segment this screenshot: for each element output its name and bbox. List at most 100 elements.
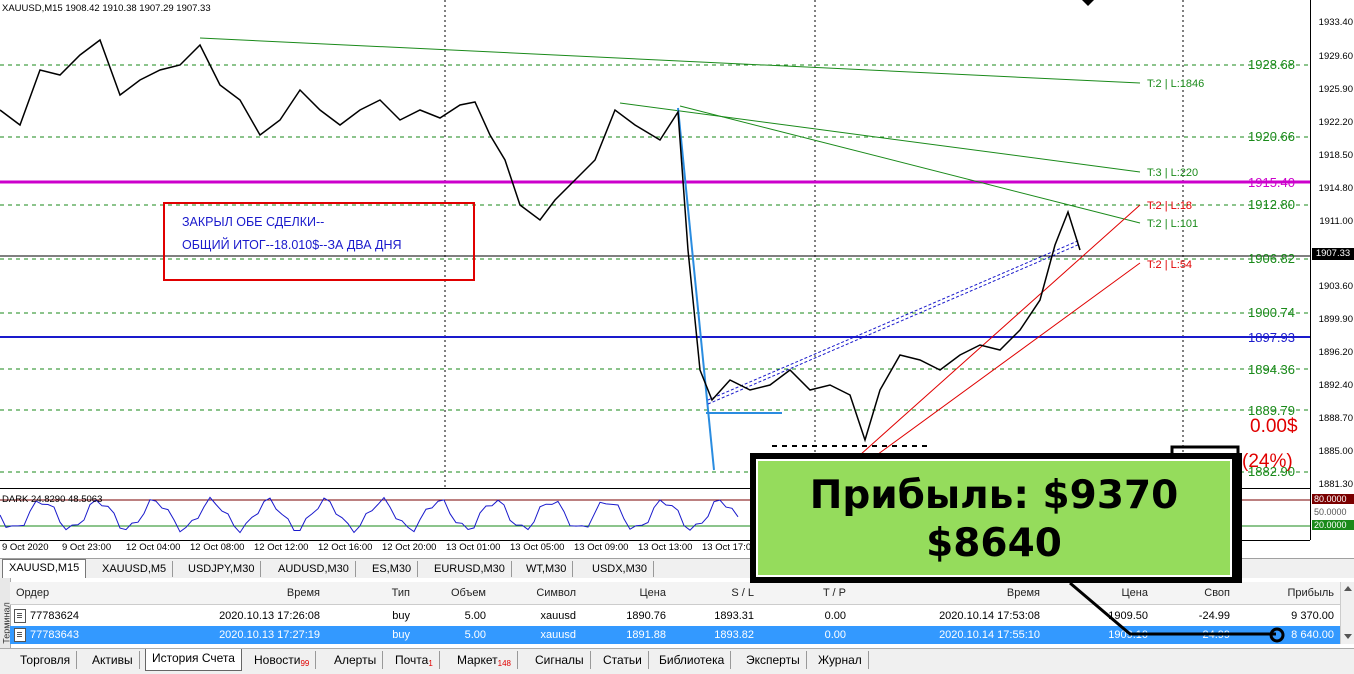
chart-tab[interactable]: ES,M30: [366, 561, 419, 577]
order-id: 77783624: [30, 610, 79, 622]
chart-tab[interactable]: WT,M30: [520, 561, 574, 577]
level-label: 1889.79: [1248, 403, 1295, 418]
trendline: [679, 105, 1141, 224]
history-table-header: Ордер Время Тип Объем Символ Цена S / L …: [10, 582, 1340, 605]
chart-tab[interactable]: USDX,M30: [586, 561, 655, 577]
scroll-down-icon[interactable]: [1344, 634, 1352, 639]
col-header[interactable]: Цена: [1121, 587, 1148, 599]
terminal-sidebar[interactable]: Терминал: [0, 578, 12, 648]
profit-overlay-line-1: Прибыль: $9370: [809, 473, 1179, 518]
trendline-label: T:2 | L:101: [1147, 218, 1199, 230]
volume: 5.00: [464, 610, 486, 622]
trendline-label: T:2 | L:54: [1147, 259, 1193, 271]
chart-tab[interactable]: USDJPY,M30: [182, 561, 262, 577]
col-header[interactable]: Своп: [1204, 587, 1230, 599]
col-header[interactable]: Символ: [536, 587, 576, 599]
terminal-tab[interactable]: Маркет148: [451, 651, 518, 669]
pnl-percent: (24%): [1242, 451, 1293, 472]
stop-loss: 1893.82: [714, 629, 754, 641]
oscillator-label: DARK 24.8290 48.5063: [2, 494, 103, 505]
terminal-tab-active[interactable]: История Счета: [145, 649, 242, 671]
time-tick: 12 Oct 08:00: [190, 542, 245, 553]
price-tick: 1896.20: [1318, 347, 1353, 358]
price-tick: 1888.70: [1318, 413, 1353, 424]
price-tick: 1881.30: [1318, 479, 1353, 490]
price-tick: 1911.00: [1319, 216, 1353, 227]
chart-options-icon[interactable]: [1082, 0, 1094, 6]
price-tick: 1925.90: [1318, 84, 1353, 95]
col-header[interactable]: S / L: [731, 587, 754, 599]
trendline-label: T:2 | L:1846: [1147, 78, 1205, 90]
time-tick: 12 Oct 04:00: [126, 542, 181, 553]
price-tick: 1899.90: [1318, 314, 1353, 325]
time-tick: 9 Oct 2020: [2, 542, 49, 553]
chart-tab[interactable]: XAUUSD,M15: [2, 559, 87, 579]
order-cell: 77783643: [14, 626, 79, 644]
terminal-tab[interactable]: Статьи: [597, 651, 649, 669]
price-tick: 1929.60: [1318, 51, 1353, 62]
col-header[interactable]: T / P: [822, 587, 846, 599]
level-label: 1900.74: [1248, 305, 1295, 320]
table-row-selected[interactable]: 77783643 2020.10.13 17:27:19 buy 5.00 xa…: [10, 626, 1340, 644]
col-header[interactable]: Время: [286, 587, 320, 599]
col-header[interactable]: Объем: [450, 587, 486, 599]
col-header[interactable]: Прибыль: [1287, 587, 1334, 599]
chart-canvas[interactable]: [0, 0, 1310, 488]
terminal-tab[interactable]: Сигналы: [529, 651, 591, 669]
terminal-tab[interactable]: Новости99: [248, 651, 317, 669]
time-tick: 13 Oct 09:00: [574, 542, 629, 553]
osc-tick-50: 50.0000: [1312, 507, 1354, 517]
table-row[interactable]: 77783624 2020.10.13 17:26:08 buy 5.00 xa…: [10, 607, 1340, 625]
profit-overlay: Прибыль: $9370 $8640: [750, 453, 1242, 583]
price-tick: 1885.00: [1318, 446, 1353, 457]
osc-tick-20: 20.0000: [1312, 520, 1354, 530]
price-tick: 1903.60: [1318, 281, 1353, 292]
current-price-tag: 1907.33: [1312, 248, 1354, 260]
chart-header: XAUUSD,M15 1908.42 1910.38 1907.29 1907.…: [2, 3, 211, 14]
tab-label: Эксперты: [746, 653, 800, 667]
trade-type: buy: [392, 629, 410, 641]
terminal-tab[interactable]: Библиотека: [653, 651, 732, 669]
col-header[interactable]: Время: [1006, 587, 1040, 599]
terminal-tab[interactable]: Эксперты: [740, 651, 807, 669]
order-icon: [14, 609, 26, 624]
profit-overlay-inner: Прибыль: $9370 $8640: [756, 459, 1232, 577]
time-tick: 13 Oct 17:0: [702, 542, 752, 553]
price-chart[interactable]: XAUUSD,M15 1908.42 1910.38 1907.29 1907.…: [0, 0, 1310, 488]
open-price: 1891.88: [626, 629, 666, 641]
chart-tab[interactable]: AUDUSD,M30: [272, 561, 356, 577]
terminal-tab[interactable]: Журнал: [812, 651, 869, 669]
price-scale[interactable]: 1933.40 1929.60 1925.90 1922.20 1918.50 …: [1310, 0, 1354, 540]
order-cell: 77783624: [14, 607, 79, 625]
trendline-label: T:3 | L:220: [1147, 167, 1199, 179]
chart-tab[interactable]: EURUSD,M30: [428, 561, 512, 577]
scroll-up-icon[interactable]: [1344, 586, 1352, 591]
level-label: 1920.66: [1248, 129, 1295, 144]
terminal-tab[interactable]: Торговля: [14, 651, 78, 669]
terminal-scrollbar[interactable]: [1340, 582, 1354, 644]
tab-label: Активы: [92, 653, 133, 667]
tab-label: Новости: [254, 653, 301, 667]
trendline: [619, 102, 1141, 173]
volume: 5.00: [464, 629, 486, 641]
tab-label: Библиотека: [659, 653, 725, 667]
col-header[interactable]: Цена: [639, 587, 666, 599]
col-header[interactable]: Ордер: [16, 587, 50, 599]
tab-label: Журнал: [818, 653, 862, 667]
time-tick: 13 Oct 01:00: [446, 542, 501, 553]
order-link-line: [707, 243, 1081, 405]
col-header[interactable]: Тип: [391, 587, 410, 599]
terminal-tab[interactable]: Почта1: [389, 651, 440, 669]
tab-badge: 99: [300, 659, 310, 668]
price-tick: 1918.50: [1318, 150, 1353, 161]
tab-label: История Счета: [152, 651, 235, 665]
time-tick: 9 Oct 23:00: [62, 542, 112, 553]
tab-label: Сигналы: [535, 653, 584, 667]
annotation-line-2: ОБЩИЙ ИТОГ--18.010$--ЗА ДВА ДНЯ: [182, 238, 402, 252]
level-label: 1897.93: [1248, 330, 1295, 345]
terminal-tab[interactable]: Алерты: [328, 651, 384, 669]
terminal-tab[interactable]: Активы: [86, 651, 140, 669]
terminal-tab-bar: Торговля Активы История Счета Новости99 …: [0, 648, 1354, 674]
price-tick: 1922.20: [1318, 117, 1353, 128]
chart-tab[interactable]: XAUUSD,M5: [96, 561, 174, 577]
